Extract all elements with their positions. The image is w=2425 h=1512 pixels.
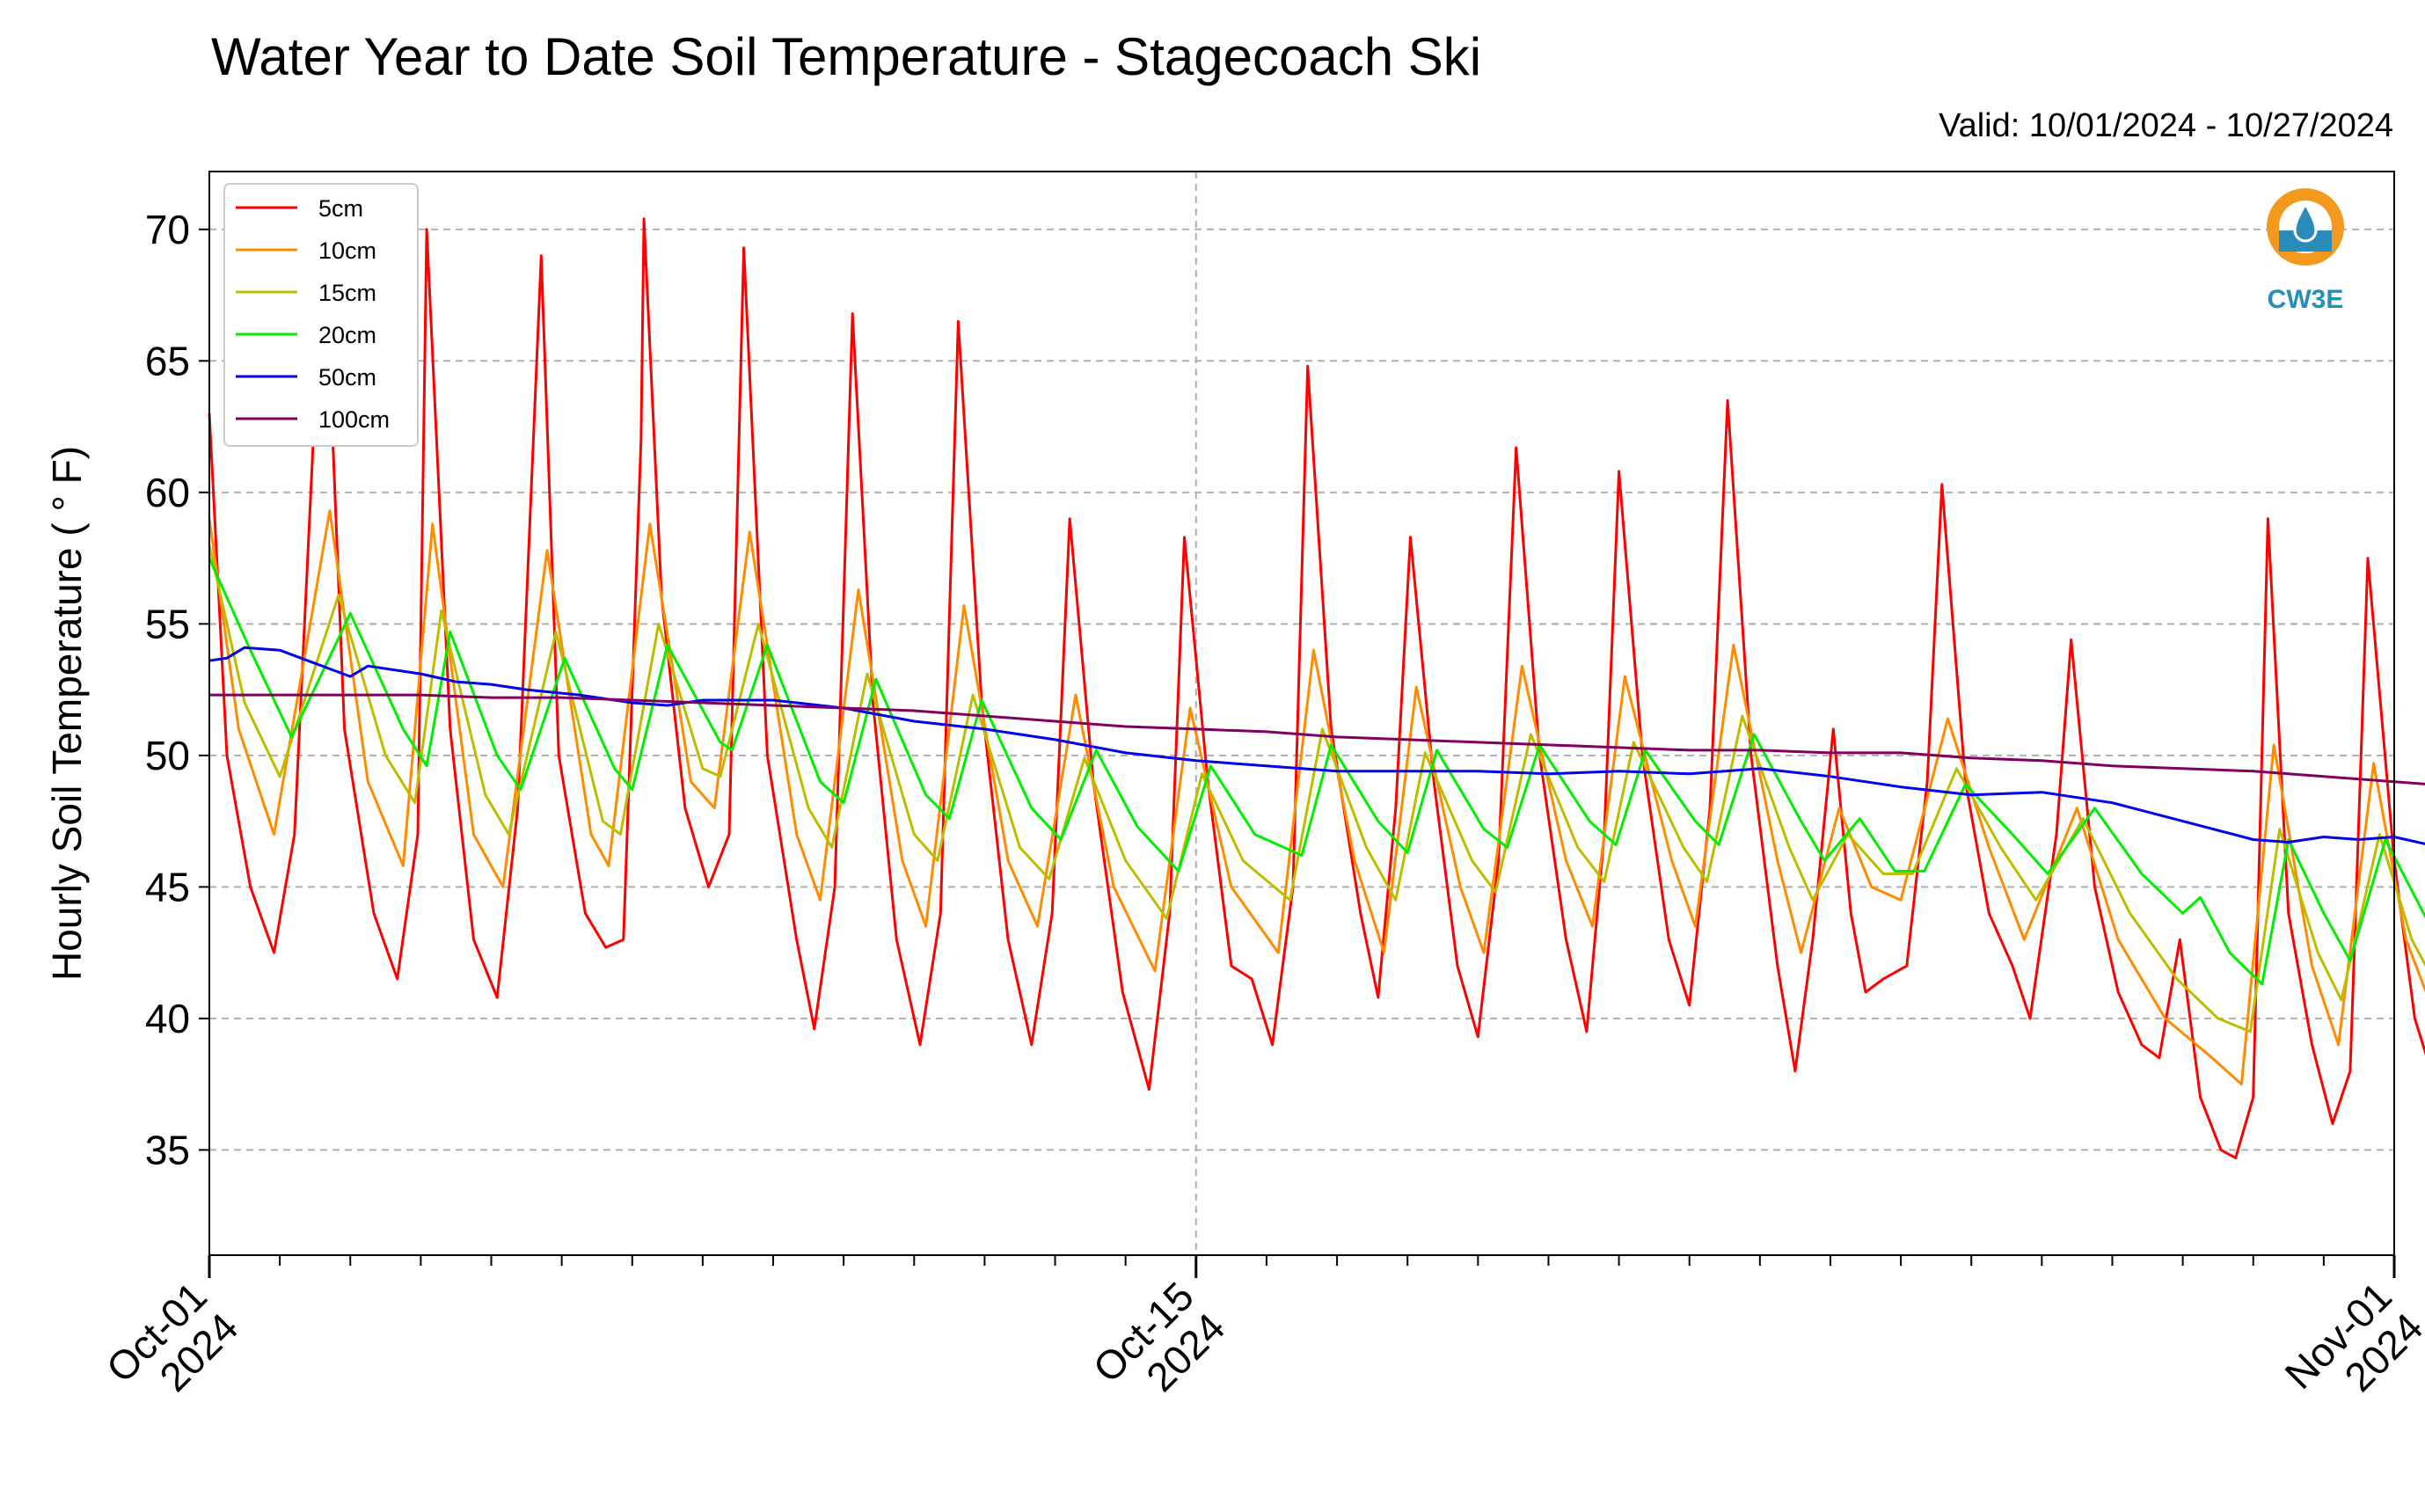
series-line-20cm [208, 557, 2425, 986]
legend-label-50cm: 50cm [318, 364, 376, 391]
series-line-50cm [208, 646, 2425, 845]
y-tick-label: 35 [145, 1127, 190, 1172]
y-axis-label: Hourly Soil Temperature ( ° F) [44, 446, 90, 981]
series-line-15cm [208, 544, 2425, 1034]
cw3e-logo: CW3E [2267, 188, 2344, 314]
y-axis-ticks: 35 40 45 50 55 60 65 70 [145, 207, 209, 1172]
plot-area-frame [208, 171, 2395, 1256]
y-tick-label: 50 [145, 733, 190, 778]
y-tick-label: 60 [145, 470, 190, 515]
legend-label-15cm: 15cm [318, 280, 376, 306]
grid [209, 172, 2394, 1255]
valid-date-range: Valid: 10/01/2024 - 10/27/2024 [1939, 107, 2393, 144]
series-line-5cm [208, 217, 2425, 1159]
chart-title: Water Year to Date Soil Temperature - St… [211, 27, 1482, 86]
legend-label-20cm: 20cm [318, 322, 376, 348]
legend-label-5cm: 5cm [318, 195, 363, 222]
series-line-100cm [209, 693, 2425, 785]
y-tick-label: 70 [145, 207, 190, 252]
series-lines [208, 217, 2425, 1159]
series-line-10cm [208, 509, 2425, 1086]
legend: 5cm 10cm 15cm 20cm 50cm 100cm [223, 183, 419, 447]
y-tick-label: 65 [145, 338, 190, 383]
axes [208, 171, 2395, 1256]
logo-text: CW3E [2268, 285, 2344, 314]
logo-droplet-icon [2293, 201, 2318, 243]
legend-label-10cm: 10cm [318, 237, 376, 264]
y-tick-label: 55 [145, 601, 190, 646]
legend-label-100cm: 100cm [318, 406, 390, 433]
legend-items: 5cm 10cm 15cm 20cm 50cm 100cm [236, 195, 390, 433]
y-tick-label: 45 [145, 864, 190, 909]
y-tick-label: 40 [145, 996, 190, 1041]
